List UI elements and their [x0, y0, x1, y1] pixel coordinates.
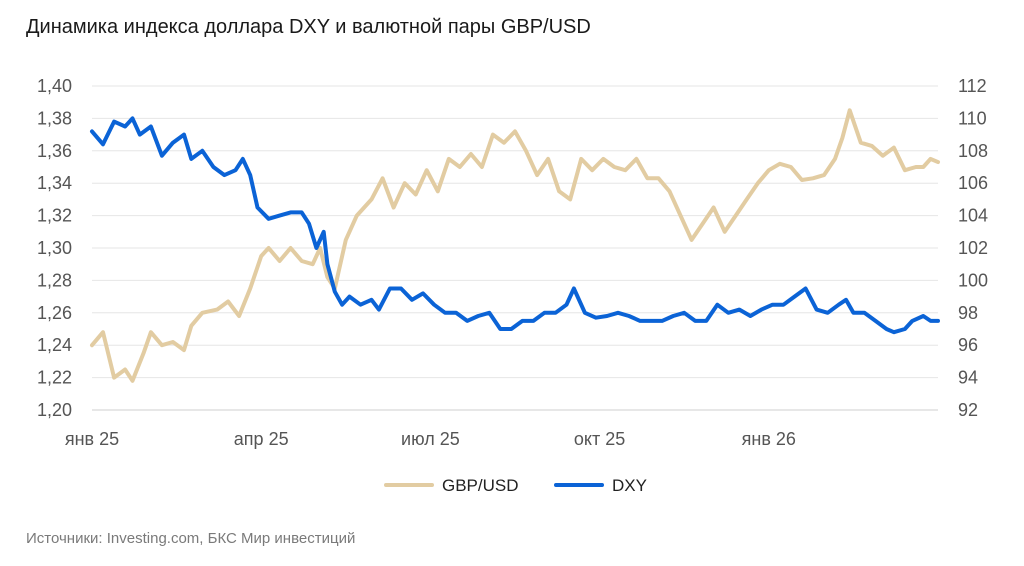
- right-axis-tick-label: 94: [958, 368, 978, 388]
- left-axis-tick-label: 1,30: [37, 238, 72, 258]
- series-lines: [90, 108, 940, 383]
- x-axis-tick-label: июл 25: [401, 429, 460, 449]
- series-line-dxy: [90, 116, 940, 335]
- gridlines: [92, 85, 938, 411]
- right-axis-tick-label: 92: [958, 400, 978, 420]
- right-axis-tick-label: 112: [958, 76, 987, 96]
- right-axis-tick-label: 106: [958, 173, 988, 193]
- series-line-gbp-usd: [90, 108, 940, 383]
- x-axis-tick-label: янв 26: [742, 429, 796, 449]
- left-axis-ticks: 1,20 1,22 1,24 1,26 1,28 1,30 1,32 1,34 1,36 1,38…: [37, 76, 72, 420]
- right-axis-ticks: 92 94 96 98 100 102 104 106 108 110 112: [958, 76, 988, 420]
- right-axis-tick-label: 100: [958, 270, 988, 290]
- left-axis-tick-label: 1,32: [37, 206, 72, 226]
- left-axis-tick-label: 1,28: [37, 270, 72, 290]
- left-axis-tick-label: 1,26: [37, 303, 72, 323]
- chart-title: Динамика индекса доллара DXY и валютной …: [26, 16, 591, 38]
- right-axis-tick-label: 104: [958, 206, 988, 226]
- legend: GBP/USD DXY: [384, 476, 647, 495]
- left-axis-tick-label: 1,40: [37, 76, 72, 96]
- right-axis-tick-label: 110: [958, 108, 987, 128]
- right-axis-tick-label: 102: [958, 238, 988, 258]
- right-axis-tick-label: 96: [958, 335, 978, 355]
- x-axis-tick-label: янв 25: [65, 429, 119, 449]
- x-axis-tick-label: окт 25: [574, 429, 625, 449]
- x-axis-ticks: янв 25 апр 25 июл 25 окт 25 янв 26: [65, 429, 796, 449]
- left-axis-tick-label: 1,22: [37, 368, 72, 388]
- x-axis-tick-label: апр 25: [234, 429, 289, 449]
- left-axis-tick-label: 1,20: [37, 400, 72, 420]
- left-axis-tick-label: 1,34: [37, 173, 72, 193]
- left-axis-tick-label: 1,36: [37, 141, 72, 161]
- right-axis-tick-label: 98: [958, 303, 978, 323]
- source-note: Источники: Investing.com, БКС Мир инвест…: [26, 530, 356, 547]
- right-axis-tick-label: 108: [958, 141, 988, 161]
- legend-label: DXY: [612, 476, 647, 495]
- left-axis-tick-label: 1,24: [37, 335, 72, 355]
- left-axis-tick-label: 1,38: [37, 108, 72, 128]
- legend-label: GBP/USD: [442, 476, 519, 495]
